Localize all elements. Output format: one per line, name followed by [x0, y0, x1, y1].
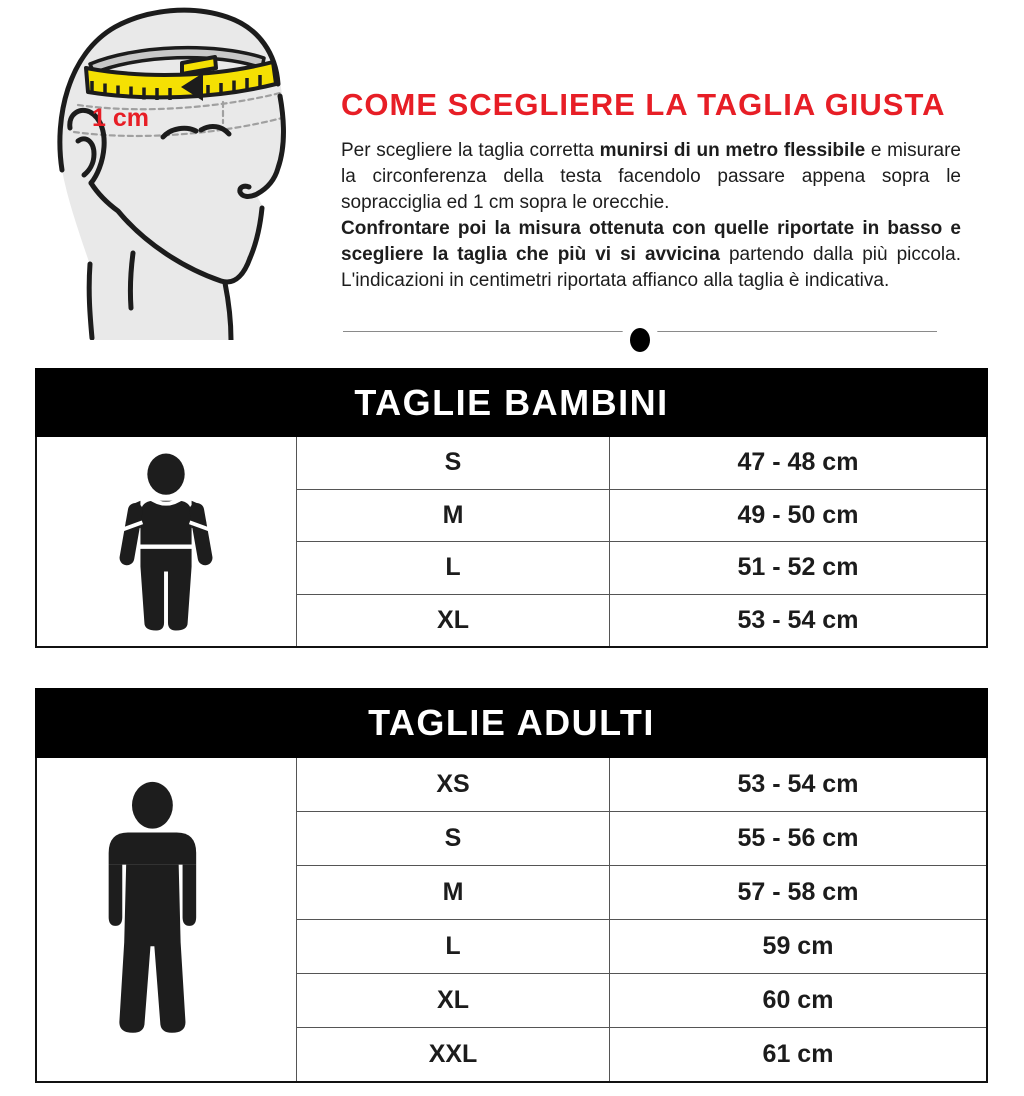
dashed-guide-lines [72, 91, 284, 138]
size-table-bambini: TAGLIE BAMBINI S [35, 368, 988, 648]
intro-segment-bold: munirsi di un metro flessibile [599, 139, 866, 161]
size-value: 47 - 48 cm [737, 448, 859, 477]
size-label: S [297, 812, 610, 865]
size-label: XL [297, 594, 610, 646]
table-row: XL 60 cm [297, 973, 986, 1027]
size-label: XXL [297, 1028, 610, 1081]
size-value: 51 - 52 cm [737, 553, 859, 582]
head-outline [57, 7, 287, 340]
tape-arrow [181, 73, 203, 101]
intro-segment-regular: e misurare la circonferenza della testa … [341, 139, 961, 213]
icon-cell [37, 437, 297, 646]
table-rows: S 47 - 48 cm M 49 - 50 cm L 51 - 52 cm X… [297, 437, 986, 646]
size-value: 55 - 56 cm [737, 824, 859, 852]
left-eyebrow [160, 125, 199, 140]
size-value: 53 - 54 cm [737, 770, 859, 798]
tape-offset-label: 1 cm [92, 104, 149, 132]
size-value: 60 cm [762, 986, 834, 1014]
section-divider [343, 319, 937, 361]
table-title-bambini: TAGLIE BAMBINI [35, 368, 988, 437]
table-row: M 57 - 58 cm [297, 865, 986, 919]
table-rows: XS 53 - 54 cm S 55 - 56 cm M 57 - 58 cm … [297, 758, 986, 1081]
intro-paragraph: Per scegliere la taglia corretta munirsi… [341, 138, 961, 294]
size-table-adulti: TAGLIE ADULTI XS 53 - 54 cm S 55 - 56 cm [35, 688, 988, 1083]
size-label: L [297, 542, 610, 594]
table-row: S 55 - 56 cm [297, 811, 986, 865]
head-measurement-illustration: 1 cm [57, 7, 287, 340]
size-label: XL [297, 974, 610, 1027]
table-row: L 51 - 52 cm [297, 541, 986, 594]
page-title: COME SCEGLIERE LA TAGLIA GIUSTA [341, 87, 946, 122]
intro-segment-regular: partendo dalla più piccola. L'indicazion… [341, 243, 961, 291]
size-label: XS [297, 758, 610, 811]
size-value: 53 - 54 cm [737, 605, 859, 634]
size-value: 57 - 58 cm [737, 878, 859, 906]
ear-outline [67, 107, 107, 186]
size-label: M [297, 866, 610, 919]
child-icon [119, 453, 212, 630]
icon-cell [37, 758, 297, 1081]
table-row: XS 53 - 54 cm [297, 758, 986, 811]
size-label: M [297, 489, 610, 541]
table-row: L 59 cm [297, 919, 986, 973]
divider-dot [621, 319, 659, 361]
adult-icon [108, 781, 196, 1033]
right-eyebrow [198, 124, 232, 137]
table-body-adulti: XS 53 - 54 cm S 55 - 56 cm M 57 - 58 cm … [35, 758, 988, 1083]
size-value: 61 cm [762, 1040, 834, 1068]
size-value: 49 - 50 cm [737, 500, 859, 529]
size-label: L [297, 920, 610, 973]
table-row: S 47 - 48 cm [297, 437, 986, 489]
intro-segment-regular: Per scegliere la taglia corretta [341, 139, 600, 161]
hero-text-block: COME SCEGLIERE LA TAGLIA GIUSTA Per sceg… [341, 87, 961, 294]
table-title-adulti: TAGLIE ADULTI [35, 688, 988, 758]
table-row: XXL 61 cm [297, 1027, 986, 1081]
size-value: 59 cm [762, 932, 834, 960]
size-label: S [297, 437, 610, 489]
table-row: XL 53 - 54 cm [297, 593, 986, 646]
intro-segment-bold: Confrontare poi la misura ottenuta con q… [341, 217, 961, 265]
table-body-bambini: S 47 - 48 cm M 49 - 50 cm L 51 - 52 cm X… [35, 437, 988, 648]
hero-section: 1 cm COME SCEGLIERE LA TAGLIA GIUSTA Per… [0, 0, 1024, 368]
measuring-tape-icon [84, 45, 278, 101]
table-row: M 49 - 50 cm [297, 488, 986, 541]
